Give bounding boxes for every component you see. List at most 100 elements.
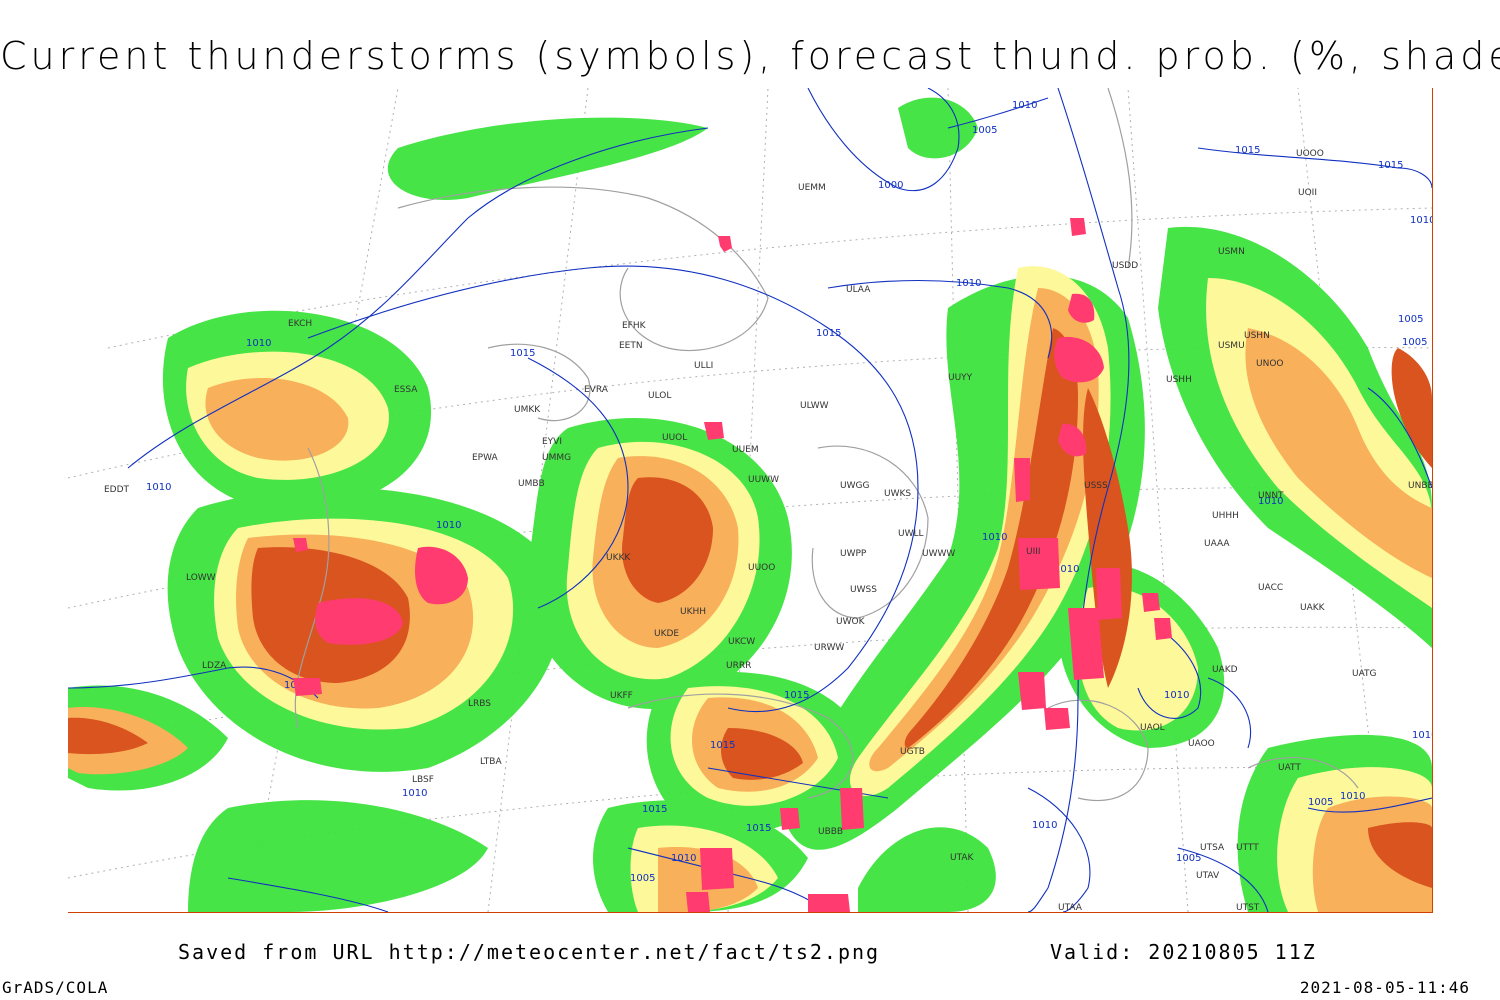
isobar-label: 1000 (878, 180, 903, 191)
isobar-label: 1010 (671, 853, 696, 864)
thunderstorm-probability-map: 1010 1010 1015 1010 1015 1010 1000 1005 … (68, 88, 1432, 912)
station-label: UWLL (898, 529, 924, 539)
isobar-label: 1015 (1378, 160, 1403, 171)
station-label: UTAV (1196, 871, 1220, 881)
isobar-label: 1010 (1340, 791, 1365, 802)
station-label: UUEM (732, 445, 759, 455)
generation-timestamp: 2021-08-05-11:46 (1299, 978, 1470, 997)
station-label: UNNT (1258, 491, 1284, 501)
isobar-label-layer: 1010 1010 1015 1010 1015 1010 1000 1005 … (146, 100, 1432, 884)
isobar-label: 1010 (982, 532, 1007, 543)
station-label: UTSA (1200, 843, 1225, 853)
station-label: UWSS (850, 585, 877, 595)
station-label: UATG (1352, 669, 1377, 679)
station-label: EYVI (542, 437, 562, 447)
isobar-label: 1010 (1412, 730, 1432, 741)
station-label: UOII (1298, 188, 1317, 198)
station-label: UKCW (728, 637, 755, 647)
station-label: UNBB (1408, 481, 1432, 491)
isobar-label: 1015 (1235, 145, 1260, 156)
source-url-line: Saved from URL http://meteocenter.net/fa… (178, 940, 880, 964)
station-label: ULAA (846, 285, 871, 295)
station-label: ULWW (800, 401, 829, 411)
station-label: UKDE (654, 629, 679, 639)
valid-label: Valid: (1050, 940, 1135, 964)
station-label: LDZA (202, 661, 227, 671)
software-credit: GrADS/COLA (2, 978, 109, 997)
station-label: UBBB (818, 827, 843, 837)
station-label: UMBB (518, 479, 545, 489)
map-panel: 1010 1010 1015 1010 1015 1010 1000 1005 … (68, 88, 1433, 913)
station-label: UAOO (1188, 739, 1215, 749)
isobar-label: 1010 (146, 482, 171, 493)
station-label: UWOK (836, 617, 866, 627)
station-label: EKCH (288, 319, 312, 329)
station-label: UWWW (922, 549, 955, 559)
station-label: EDDT (104, 485, 130, 495)
station-label: UTAA (1058, 903, 1083, 912)
station-label: USDD (1112, 261, 1138, 271)
isobar-label: 1015 (746, 823, 771, 834)
isobar-label: 1010 (1032, 820, 1057, 831)
station-label: UAKK (1300, 603, 1326, 613)
station-label: EPWA (472, 453, 499, 463)
station-label: UAAA (1204, 539, 1230, 549)
station-label: USSS (1084, 481, 1108, 491)
isobar-label: 1010 (1164, 690, 1189, 701)
station-label: URRR (726, 661, 751, 671)
station-label: UACC (1258, 583, 1283, 593)
station-label: UTST (1236, 903, 1260, 912)
station-label: UMKK (514, 405, 541, 415)
isobar-label: 1015 (816, 328, 841, 339)
station-label: UUOL (662, 433, 687, 443)
isobar-label: 1015 (510, 348, 535, 359)
station-label: UKHH (680, 607, 706, 617)
isobar-label: 1015 (784, 690, 809, 701)
station-label: UKKK (606, 553, 631, 563)
isobar-label: 1010 (1410, 215, 1432, 226)
isobar-label: 1005 (972, 125, 997, 136)
isobar-label: 1010 (402, 788, 427, 799)
thunderstorm-symbols (293, 218, 1172, 912)
saved-from-label: Saved from URL (178, 940, 375, 964)
station-label: UEMM (798, 183, 826, 193)
station-label: UNOO (1256, 359, 1284, 369)
valid-time-line: Valid: 20210805 11Z (1050, 940, 1317, 964)
station-label: EFHK (622, 321, 647, 331)
isobar-label: 1010 (436, 520, 461, 531)
station-label: UTAK (950, 853, 975, 863)
station-label: UAOL (1140, 723, 1165, 733)
station-label: USMN (1218, 247, 1245, 257)
isobar-label: 1010 (1258, 496, 1283, 507)
station-label: LBSF (412, 775, 434, 785)
station-label: URWW (814, 643, 844, 653)
station-label: USMU (1218, 341, 1245, 351)
station-label: UIII (1026, 547, 1041, 557)
isobar-label: 1010 (1054, 564, 1079, 575)
station-label: UWKS (884, 489, 911, 499)
isobar-label: 1015 (642, 804, 667, 815)
station-label: UMMG (542, 453, 571, 463)
station-label: UKFF (610, 691, 633, 701)
isobar-label: 1005 (1176, 853, 1201, 864)
station-label: USHN (1244, 331, 1270, 341)
station-label: EETN (619, 341, 643, 351)
station-label: UAKD (1212, 665, 1238, 675)
station-label: UUOO (748, 563, 775, 573)
station-label: UTTT (1236, 843, 1259, 853)
station-label: UUWW (748, 475, 779, 485)
isobar-label: 1010 (1012, 100, 1037, 111)
station-label: ULOL (648, 391, 671, 401)
station-label: UGTB (900, 747, 925, 757)
station-label: UHHH (1212, 511, 1239, 521)
source-url[interactable]: http://meteocenter.net/fact/ts2.png (388, 940, 881, 964)
station-label: UOOO (1296, 149, 1324, 159)
station-label: LTBA (480, 757, 502, 767)
station-label: LOWW (186, 573, 216, 583)
station-label: UUYY (948, 373, 973, 383)
map-title: Current thunderstorms (symbols), forecas… (0, 34, 1500, 78)
station-label: UATT (1278, 763, 1301, 773)
station-label: EVRA (584, 385, 609, 395)
isobar-label: 1010 (246, 338, 271, 349)
isobar-label: 1005 (1308, 797, 1333, 808)
